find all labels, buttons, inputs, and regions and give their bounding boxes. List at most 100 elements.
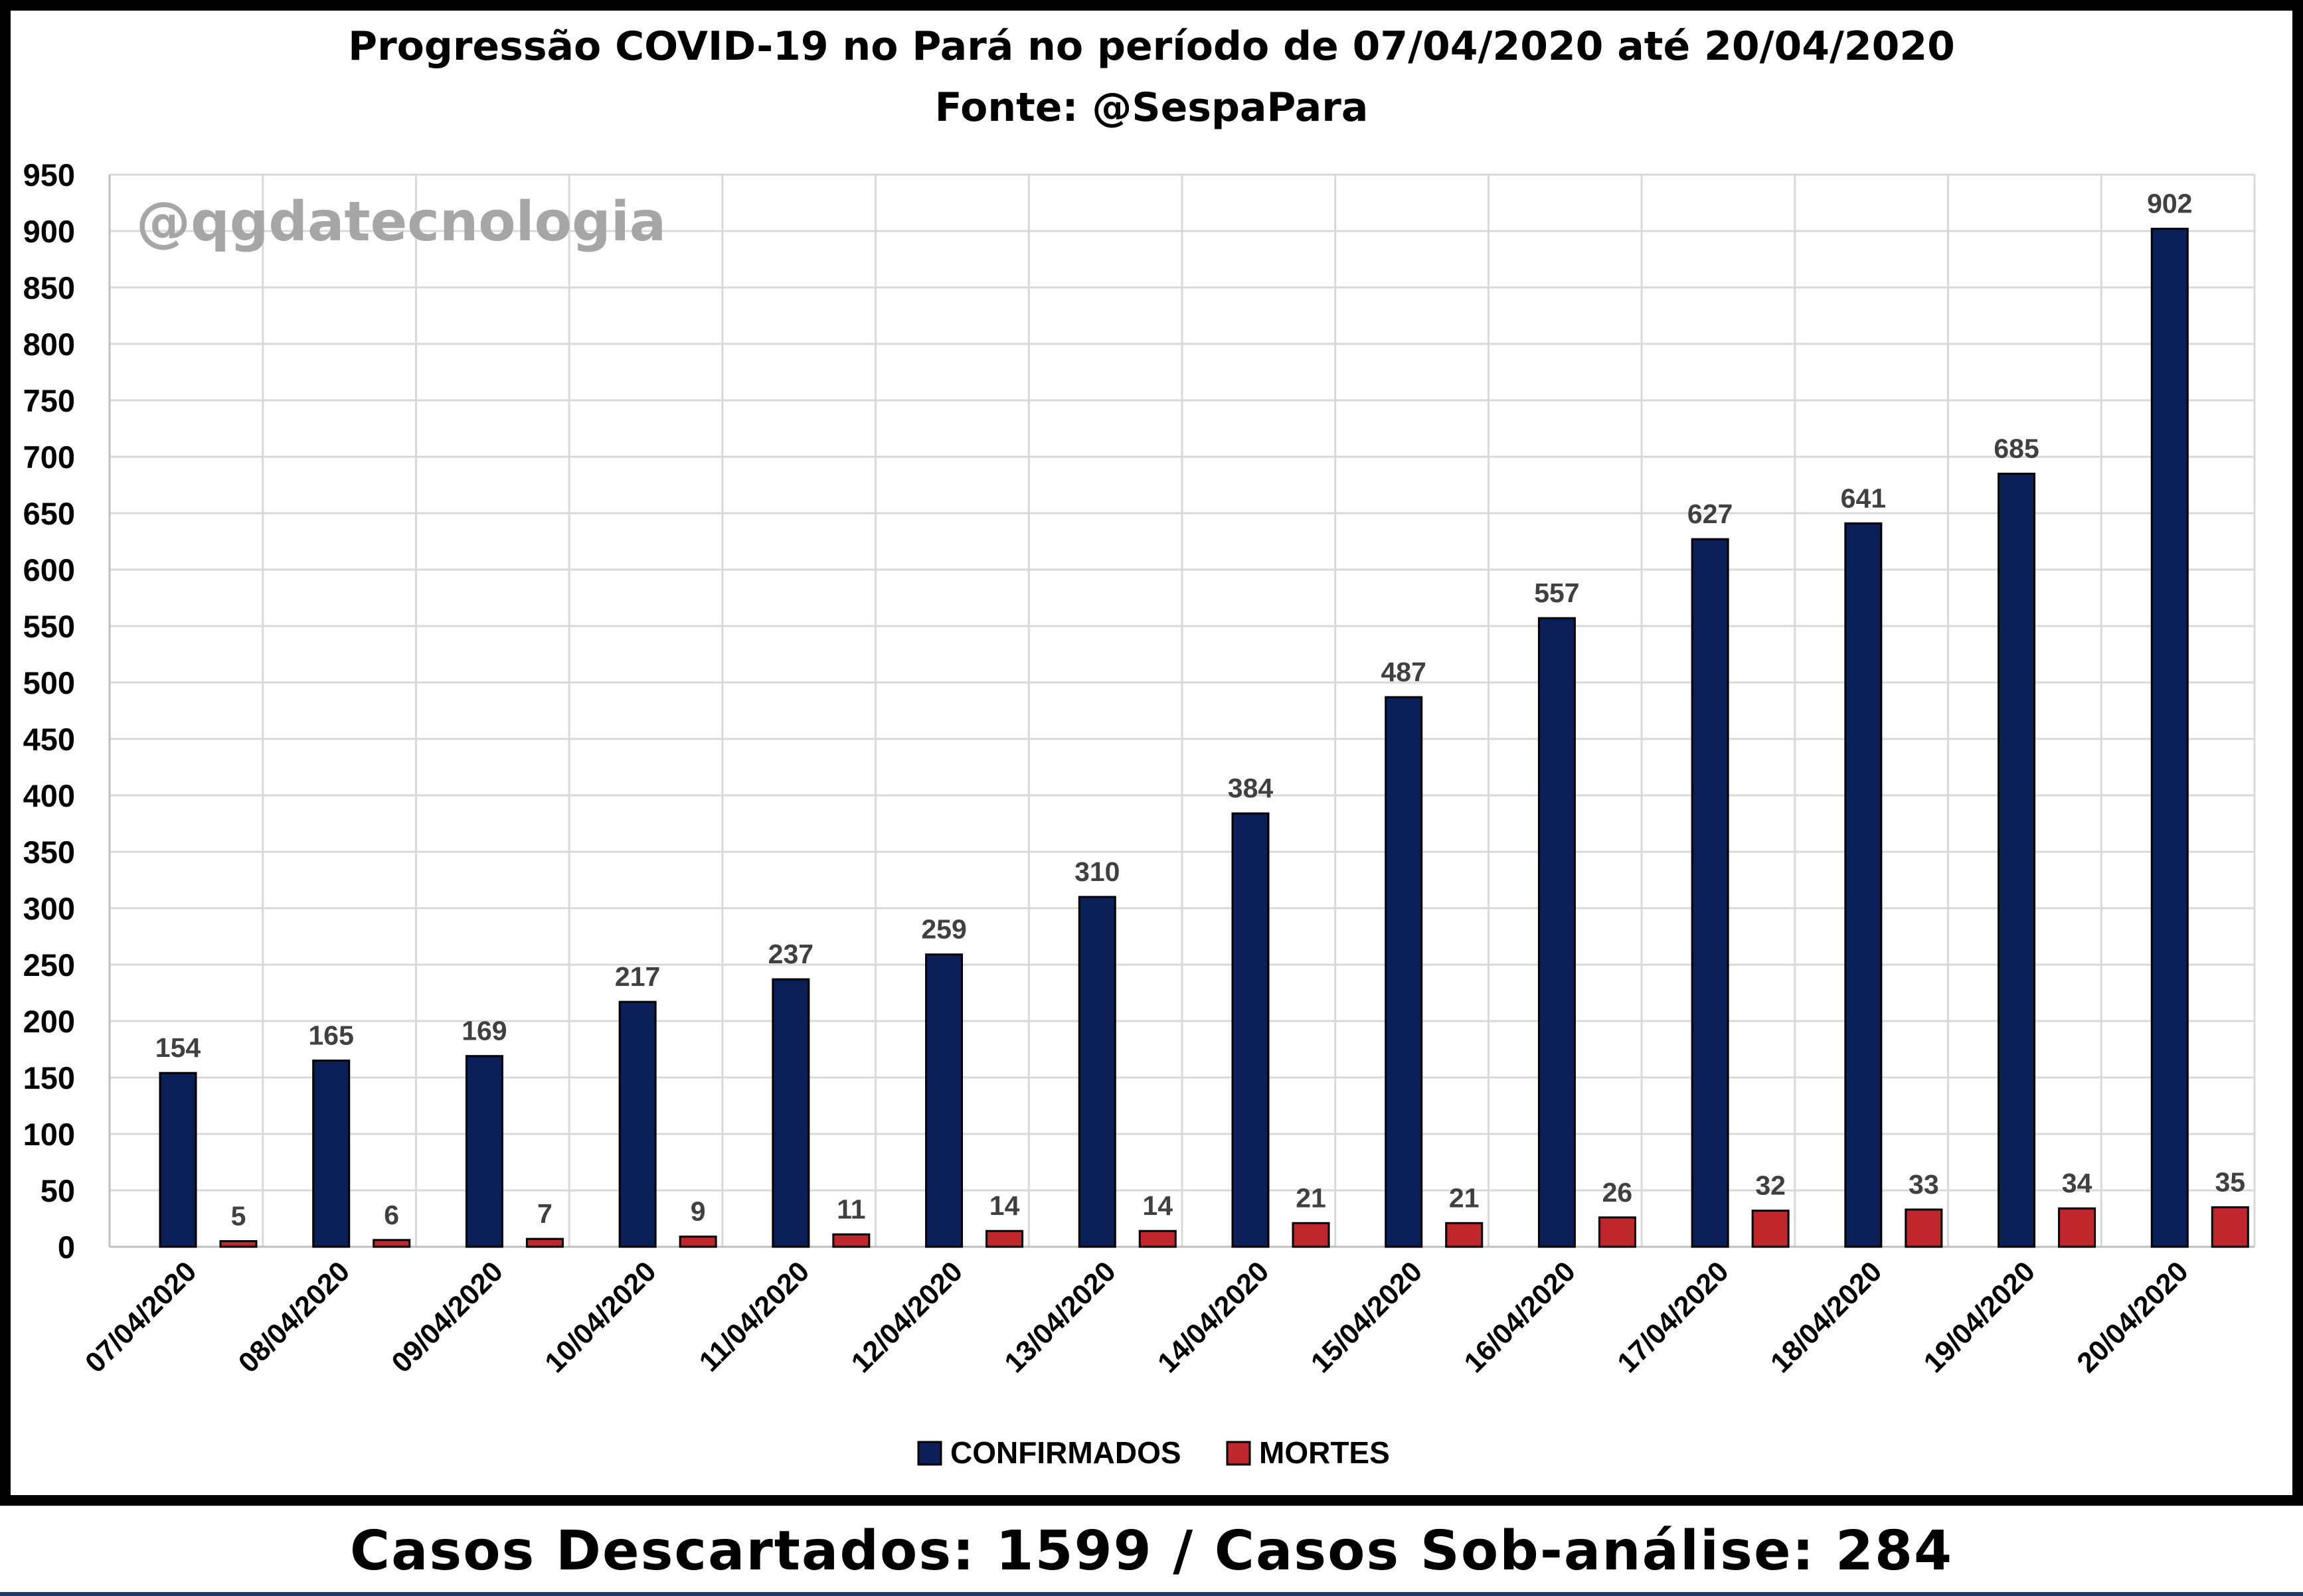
data-label: 26 bbox=[1602, 1177, 1633, 1208]
y-tick-label: 300 bbox=[23, 891, 75, 926]
data-label: 902 bbox=[2147, 189, 2192, 219]
data-label: 35 bbox=[2215, 1167, 2245, 1198]
data-label: 259 bbox=[921, 914, 966, 945]
legend-swatch-confirmados bbox=[917, 1441, 942, 1466]
x-tick-label: 20/04/2020 bbox=[2071, 1255, 2195, 1379]
data-label: 487 bbox=[1381, 657, 1426, 687]
y-tick-label: 400 bbox=[23, 778, 75, 813]
y-tick-label: 350 bbox=[23, 835, 75, 870]
bar-mortes bbox=[1138, 1230, 1177, 1248]
y-tick-label: 50 bbox=[41, 1173, 75, 1208]
data-label: 21 bbox=[1296, 1182, 1326, 1213]
y-tick-label: 500 bbox=[23, 665, 75, 700]
x-tick-label: 10/04/2020 bbox=[539, 1255, 662, 1379]
x-tick-label: 08/04/2020 bbox=[232, 1255, 356, 1379]
bar-mortes bbox=[219, 1240, 258, 1248]
x-axis: 07/04/2020 08/04/2020 09/04/2020 10/04/2020… bbox=[79, 1255, 2194, 1379]
bar-mortes bbox=[373, 1239, 411, 1248]
data-labels: 154 165 1692172372593103844875576276416859… bbox=[155, 189, 2245, 1232]
data-label: 11 bbox=[837, 1194, 865, 1224]
grid bbox=[108, 173, 2256, 1248]
bar-confirmados bbox=[1231, 812, 1270, 1248]
x-tick-label: 15/04/2020 bbox=[1305, 1255, 1428, 1379]
bar-mortes bbox=[679, 1236, 717, 1248]
data-label: 14 bbox=[1142, 1190, 1173, 1221]
bar-confirmados bbox=[1385, 696, 1423, 1248]
data-label: 557 bbox=[1534, 578, 1579, 608]
bar-mortes bbox=[2058, 1207, 2096, 1248]
bar-confirmados bbox=[1998, 473, 2036, 1248]
y-tick-label: 650 bbox=[23, 496, 75, 531]
bar-confirmados bbox=[312, 1060, 351, 1248]
y-tick-label: 200 bbox=[23, 1004, 75, 1039]
bar-confirmados bbox=[772, 978, 810, 1248]
x-tick-label: 14/04/2020 bbox=[1152, 1255, 1275, 1379]
x-tick-label: 16/04/2020 bbox=[1458, 1255, 1582, 1379]
legend: CONFIRMADOS MORTES bbox=[917, 1435, 1390, 1470]
legend-label: MORTES bbox=[1259, 1435, 1390, 1470]
x-tick-label: 13/04/2020 bbox=[999, 1255, 1122, 1379]
x-tick-label: 17/04/2020 bbox=[1611, 1255, 1735, 1379]
y-tick-label: 250 bbox=[23, 947, 75, 983]
y-tick-label: 550 bbox=[23, 609, 75, 644]
data-label: 14 bbox=[989, 1190, 1020, 1221]
chart-frame bbox=[0, 0, 2303, 1506]
y-tick-label: 450 bbox=[23, 722, 75, 757]
bar-confirmados bbox=[1537, 617, 1576, 1248]
data-label: 165 bbox=[309, 1020, 354, 1051]
data-label: 5 bbox=[231, 1201, 246, 1232]
y-axis: 0 50 100 150 200 250 300 350 400 450 500 550 600 650 7… bbox=[23, 157, 75, 1265]
bar-confirmados bbox=[1691, 538, 1729, 1248]
x-tick-label: 19/04/2020 bbox=[1918, 1255, 2041, 1379]
y-tick-label: 100 bbox=[23, 1117, 75, 1152]
chart: Progressão COVID-19 no Pará no período d… bbox=[23, 23, 2256, 1470]
y-tick-label: 950 bbox=[23, 157, 75, 193]
legend-label: CONFIRMADOS bbox=[950, 1435, 1181, 1470]
bar-confirmados bbox=[465, 1055, 503, 1248]
data-label: 154 bbox=[155, 1032, 201, 1063]
bars bbox=[159, 228, 2249, 1248]
bar-mortes bbox=[1751, 1210, 1790, 1248]
bar-mortes bbox=[832, 1233, 871, 1248]
y-tick-label: 900 bbox=[23, 214, 75, 249]
y-tick-label: 150 bbox=[23, 1060, 75, 1095]
bar-confirmados bbox=[618, 1000, 657, 1248]
bar-mortes bbox=[1905, 1208, 1943, 1248]
data-label: 6 bbox=[384, 1200, 399, 1230]
bar-confirmados bbox=[925, 953, 964, 1248]
data-label: 310 bbox=[1074, 856, 1120, 887]
data-label: 21 bbox=[1449, 1182, 1480, 1213]
data-label: 9 bbox=[691, 1196, 706, 1227]
bar-confirmados bbox=[2150, 228, 2189, 1248]
x-tick-label: 07/04/2020 bbox=[79, 1255, 203, 1379]
y-tick-label: 700 bbox=[23, 439, 75, 475]
data-label: 237 bbox=[768, 939, 813, 969]
bar-mortes bbox=[1292, 1222, 1330, 1248]
data-label: 384 bbox=[1228, 773, 1274, 803]
y-tick-label: 0 bbox=[58, 1230, 75, 1265]
page-bottom-strip bbox=[0, 1592, 2303, 1596]
y-tick-label: 800 bbox=[23, 327, 75, 362]
data-label: 641 bbox=[1841, 483, 1886, 513]
y-tick-label: 600 bbox=[23, 552, 75, 588]
data-label: 627 bbox=[1687, 499, 1733, 529]
chart-title: Progressão COVID-19 no Pará no período d… bbox=[348, 23, 1955, 70]
x-tick-label: 18/04/2020 bbox=[1764, 1255, 1888, 1379]
data-label: 169 bbox=[462, 1016, 507, 1046]
data-label: 33 bbox=[1909, 1169, 1939, 1200]
data-label: 32 bbox=[1755, 1170, 1786, 1201]
chart-subtitle: Fonte: @SespaPara bbox=[935, 84, 1369, 131]
bar-confirmados bbox=[159, 1072, 197, 1248]
bar-mortes bbox=[525, 1237, 564, 1248]
data-label: 217 bbox=[615, 961, 660, 992]
bar-confirmados bbox=[1844, 522, 1883, 1248]
watermark: @qgdatecnologia bbox=[136, 191, 666, 254]
data-label: 685 bbox=[1994, 434, 2039, 464]
footer-summary: Casos Descartados: 1599 / Casos Sob-anál… bbox=[349, 1519, 1954, 1583]
data-label: 7 bbox=[537, 1198, 553, 1229]
bar-mortes bbox=[1598, 1216, 1636, 1248]
x-tick-label: 09/04/2020 bbox=[386, 1255, 509, 1379]
bar-mortes bbox=[1445, 1222, 1484, 1248]
legend-swatch-mortes bbox=[1226, 1441, 1251, 1466]
bar-mortes bbox=[2211, 1206, 2249, 1248]
